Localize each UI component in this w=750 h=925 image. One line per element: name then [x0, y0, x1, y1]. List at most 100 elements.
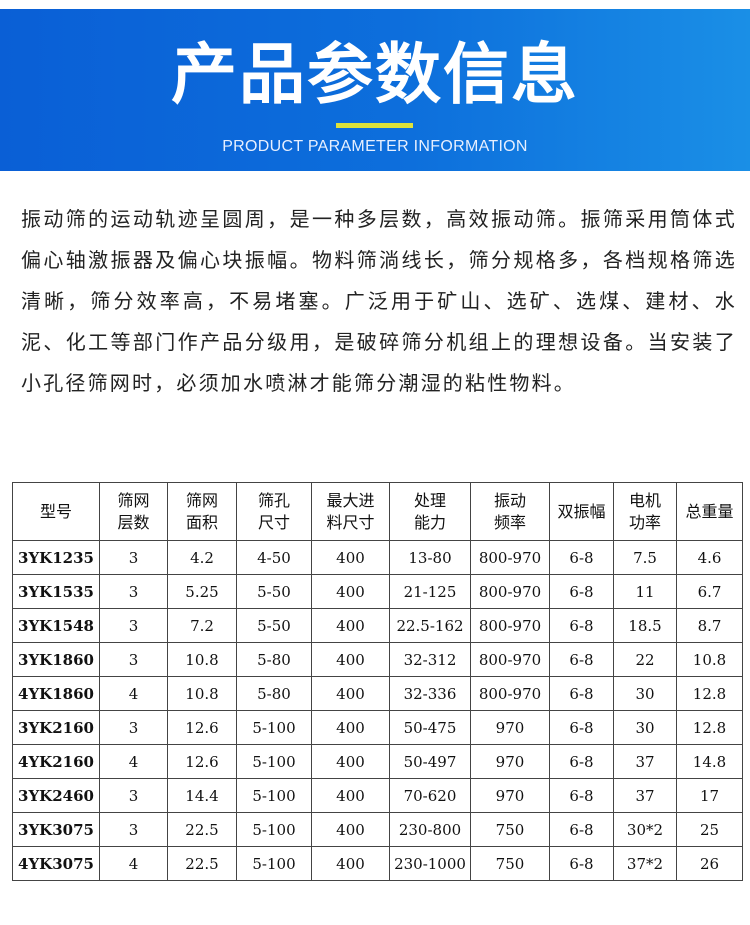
table-cell: 30 — [613, 710, 677, 745]
table-cell: 6-8 — [549, 642, 614, 677]
table-cell: 400 — [311, 574, 390, 609]
table-row: 3YK1860 3 10.8 5-80 400 32-312 800-970 6-8 22 10.… — [12, 642, 743, 677]
table-cell: 4.2 — [167, 540, 237, 575]
table-cell: 400 — [311, 540, 390, 575]
table-cell: 22 — [613, 642, 677, 677]
table-cell: 3 — [99, 608, 168, 643]
column-header-text: 振动 — [493, 490, 526, 510]
table-cell: 6-8 — [549, 744, 614, 779]
table-cell: 50-475 — [389, 710, 471, 745]
table-cell: 11 — [613, 574, 677, 609]
table-cell: 50-497 — [389, 744, 471, 779]
table-cell: 25 — [676, 812, 743, 847]
table-row: 4YK2160 4 12.6 5-100 400 50-497 970 6-8 37 14.8 — [12, 744, 743, 779]
table-cell: 800-970 — [470, 608, 550, 643]
table-cell: 30*2 — [613, 812, 677, 847]
column-header-text: 层数 — [117, 512, 150, 532]
table-cell: 6-8 — [549, 710, 614, 745]
table-cell: 800-970 — [470, 574, 550, 609]
column-header: 电机 功率 — [613, 482, 677, 541]
table-cell: 4 — [99, 744, 168, 779]
model-cell: 3YK2460 — [12, 778, 100, 813]
column-header: 总重量 — [676, 482, 743, 541]
table-cell: 14.8 — [676, 744, 743, 779]
column-header: 筛孔 尺寸 — [236, 482, 312, 541]
column-header-text: 尺寸 — [257, 512, 290, 532]
table-row: 4YK3075 4 22.5 5-100 400 230-1000 750 6-8 37*2 26 — [12, 846, 743, 881]
model-cell: 4YK1860 — [12, 676, 100, 711]
model-cell: 4YK2160 — [12, 744, 100, 779]
table-cell: 10.8 — [167, 642, 237, 677]
table-cell: 400 — [311, 846, 390, 881]
table-cell: 6-8 — [549, 778, 614, 813]
column-header-text: 电机 — [628, 490, 661, 510]
table-cell: 970 — [470, 778, 550, 813]
table-cell: 750 — [470, 812, 550, 847]
header-banner: 产品参数信息 PRODUCT PARAMETER INFORMATION — [0, 9, 750, 171]
product-description: 振动筛的运动轨迹呈圆周，是一种多层数，高效振动筛。振筛采用筒体式偏心轴激振器及偏… — [21, 207, 737, 395]
column-header: 最大进 料尺寸 — [311, 482, 390, 541]
column-header: 型号 — [12, 482, 100, 541]
table-cell: 8.7 — [676, 608, 743, 643]
table-cell: 970 — [470, 744, 550, 779]
model-cell: 3YK3075 — [12, 812, 100, 847]
table-cell: 400 — [311, 676, 390, 711]
table-cell: 3 — [99, 574, 168, 609]
table-cell: 26 — [676, 846, 743, 881]
model-cell: 3YK2160 — [12, 710, 100, 745]
table-cell: 14.4 — [167, 778, 237, 813]
column-header-text: 筛孔 — [257, 490, 290, 510]
model-cell: 3YK1535 — [12, 574, 100, 609]
page-subtitle: PRODUCT PARAMETER INFORMATION — [222, 138, 528, 155]
table-cell: 400 — [311, 608, 390, 643]
table-cell: 750 — [470, 846, 550, 881]
table-cell: 5-80 — [236, 676, 312, 711]
table-row: 3YK1548 3 7.2 5-50 400 22.5-162 800-970 6-8 18.5… — [12, 608, 743, 643]
table-cell: 12.6 — [167, 744, 237, 779]
column-header-text: 双振幅 — [557, 501, 606, 521]
column-header: 双振幅 — [549, 482, 614, 541]
table-cell: 21-125 — [389, 574, 471, 609]
table-cell: 5-50 — [236, 574, 312, 609]
column-header-text: 最大进 — [326, 490, 375, 510]
table-cell: 12.8 — [676, 676, 743, 711]
column-header-text: 面积 — [185, 512, 218, 532]
table-cell: 17 — [676, 778, 743, 813]
table-cell: 12.6 — [167, 710, 237, 745]
column-header-text: 筛网 — [117, 490, 150, 510]
table-cell: 5-100 — [236, 846, 312, 881]
table-cell: 37*2 — [613, 846, 677, 881]
table-cell: 6.7 — [676, 574, 743, 609]
table-cell: 5-100 — [236, 812, 312, 847]
table-cell: 6-8 — [549, 812, 614, 847]
table-cell: 7.5 — [613, 540, 677, 575]
table-cell: 400 — [311, 642, 390, 677]
column-header-text: 总重量 — [685, 501, 734, 521]
table-cell: 6-8 — [549, 608, 614, 643]
table-cell: 400 — [311, 710, 390, 745]
table-cell: 10.8 — [676, 642, 743, 677]
table-row: 3YK3075 3 22.5 5-100 400 230-800 750 6-8 30*2 25 — [12, 812, 743, 847]
table-cell: 6-8 — [549, 676, 614, 711]
column-header-text: 料尺寸 — [326, 512, 375, 532]
table-cell: 400 — [311, 812, 390, 847]
table-cell: 800-970 — [470, 540, 550, 575]
title-underline — [336, 123, 413, 128]
table-cell: 230-1000 — [389, 846, 471, 881]
table-cell: 3 — [99, 642, 168, 677]
table-cell: 400 — [311, 744, 390, 779]
column-header-text: 功率 — [628, 512, 661, 532]
column-header-text: 能力 — [413, 512, 446, 532]
column-header: 筛网 层数 — [99, 482, 168, 541]
table-cell: 4.6 — [676, 540, 743, 575]
model-cell: 3YK1235 — [12, 540, 100, 575]
table-cell: 4 — [99, 676, 168, 711]
table-cell: 6-8 — [549, 574, 614, 609]
model-cell: 3YK1860 — [12, 642, 100, 677]
table-cell: 22.5-162 — [389, 608, 471, 643]
table-cell: 30 — [613, 676, 677, 711]
table-header-row: 型号 筛网 层数 筛网 面积 筛孔 尺寸 最大进 料尺寸 处理 能力 振动 频率 双振幅 电机 功率 总重量 — [12, 482, 743, 541]
column-header-text: 筛网 — [185, 490, 218, 510]
table-cell: 3 — [99, 778, 168, 813]
table-cell: 5-80 — [236, 642, 312, 677]
